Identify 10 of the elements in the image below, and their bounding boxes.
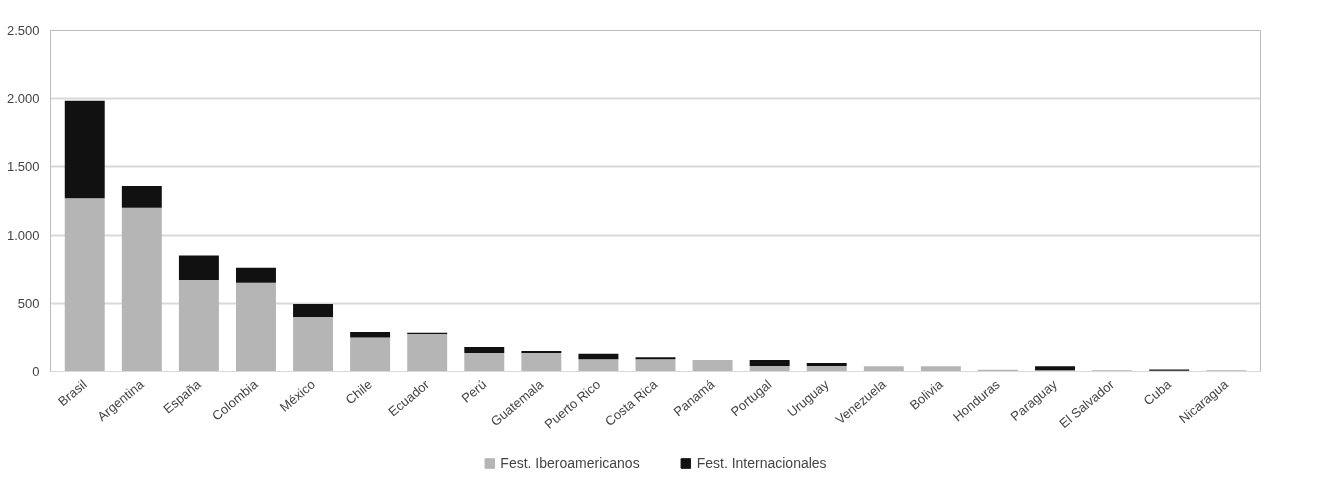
x-tick-label: Chile: [342, 376, 375, 408]
y-tick-label: 0: [32, 364, 40, 379]
legend-label: Fest. Iberoamericanos: [500, 454, 640, 471]
y-tick-label: 2.000: [6, 91, 40, 107]
y-tick-label: 500: [17, 295, 40, 311]
legend-label: Fest. Internacionales: [696, 454, 827, 471]
y-tick-label: 1.500: [6, 159, 40, 175]
y-tick-label: 1.000: [6, 227, 40, 243]
y-tick-label: 2.500: [6, 23, 40, 38]
x-tick-label: Cuba: [1140, 376, 1175, 409]
